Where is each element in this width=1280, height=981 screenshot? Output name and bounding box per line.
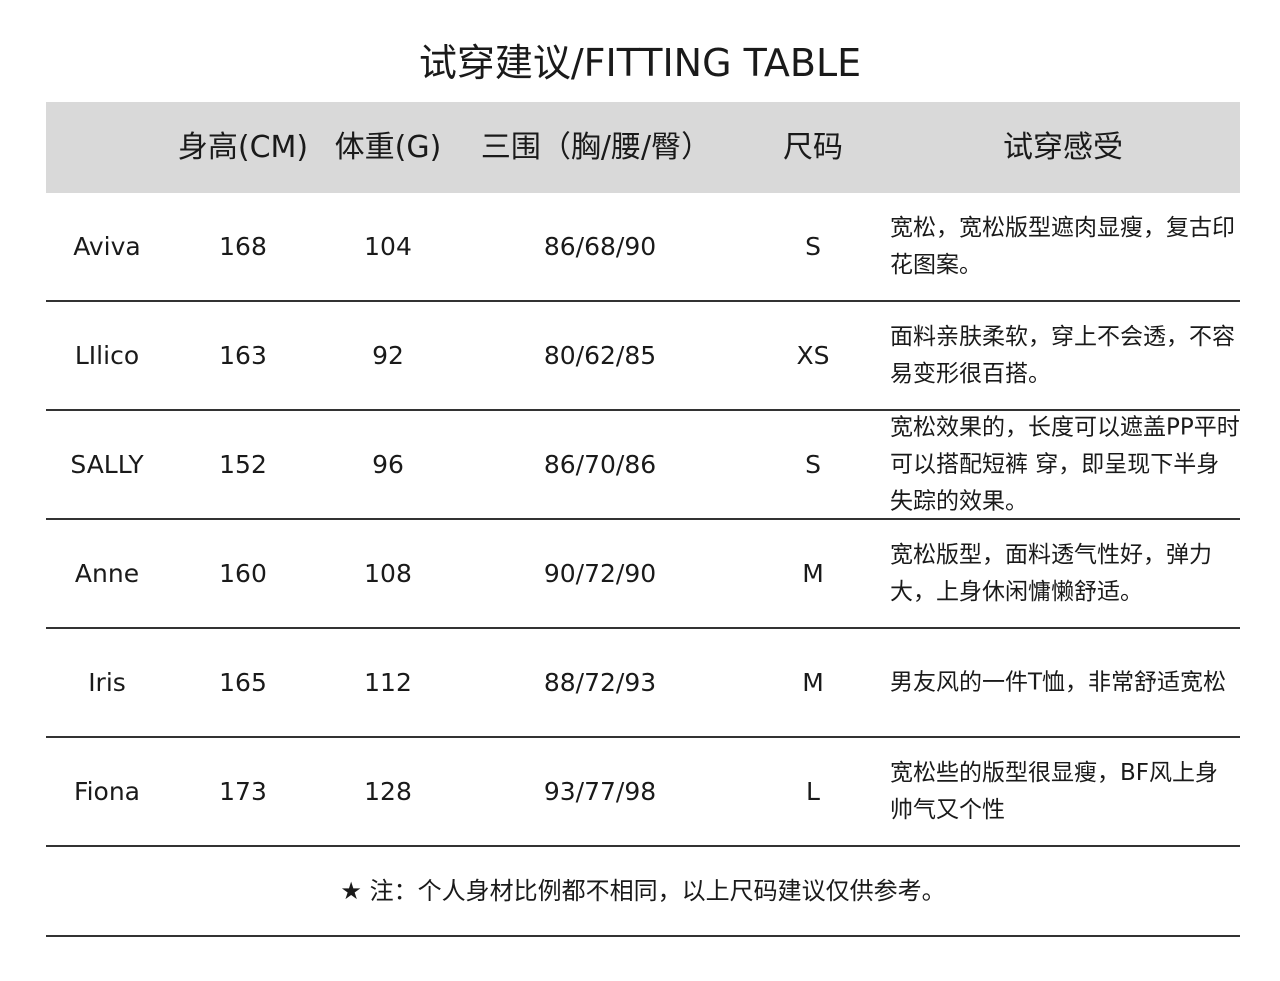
table-row: Anne 160 108 90/72/90 M 宽松版型，面料透气性好，弹力大，上身休闲慵…	[46, 520, 1240, 629]
fitting-table: 身高(CM) 体重(G) 三围（胸/腰/臀） 尺码 试穿感受 Aviva 168 1…	[46, 102, 1240, 937]
header-measurements: 三围（胸/腰/臀）	[480, 130, 712, 165]
header-weight: 体重(G)	[334, 130, 442, 165]
cell-measurements: 90/72/90	[543, 559, 657, 588]
table-header: 身高(CM) 体重(G) 三围（胸/腰/臀） 尺码 试穿感受	[46, 102, 1240, 193]
cell-weight: 108	[364, 559, 412, 588]
cell-weight: 128	[364, 777, 412, 806]
cell-name: LIlico	[74, 341, 140, 370]
cell-weight: 104	[364, 232, 412, 261]
cell-weight: 112	[364, 668, 412, 697]
cell-size: S	[805, 232, 821, 261]
cell-measurements: 93/77/98	[543, 777, 657, 806]
cell-measurements: 86/70/86	[543, 450, 657, 479]
cell-name: Fiona	[74, 777, 140, 806]
cell-feedback: 宽松效果的，长度可以遮盖PP平时可以搭配短裤 穿，即呈现下半身失踪的效果。	[890, 414, 1240, 514]
cell-size: XS	[796, 341, 830, 370]
cell-measurements: 86/68/90	[543, 232, 657, 261]
cell-height: 163	[219, 341, 267, 370]
cell-height: 152	[219, 450, 267, 479]
cell-height: 168	[219, 232, 267, 261]
table-row: Aviva 168 104 86/68/90 S 宽松，宽松版型遮肉显瘦，复古印花图案。	[46, 193, 1240, 302]
table-row: SALLY 152 96 86/70/86 S 宽松效果的，长度可以遮盖PP平时可以搭配短…	[46, 411, 1240, 520]
cell-weight: 92	[372, 341, 404, 370]
header-height: 身高(CM)	[177, 130, 309, 165]
cell-feedback: 宽松些的版型很显瘦，BF风上身帅气又个性	[890, 759, 1219, 823]
cell-height: 165	[219, 668, 267, 697]
cell-weight: 96	[372, 450, 404, 479]
cell-size: S	[805, 450, 821, 479]
cell-name: SALLY	[70, 450, 144, 479]
cell-feedback: 男友风的一件T恤，非常舒适宽松	[890, 669, 1227, 695]
table-row: LIlico 163 92 80/62/85 XS 面料亲肤柔软，穿上不会透，不容易变形很…	[46, 302, 1240, 411]
cell-size: M	[802, 668, 824, 697]
cell-height: 160	[219, 559, 267, 588]
table-row: Fiona 173 128 93/77/98 L 宽松些的版型很显瘦，BF风上身帅气又个性	[46, 738, 1240, 847]
footnote: ★ 注：个人身材比例都不相同，以上尺码建议仅供参考。	[46, 847, 1240, 937]
cell-measurements: 88/72/93	[543, 668, 657, 697]
cell-name: Iris	[88, 668, 126, 697]
header-feedback: 试穿感受	[1003, 130, 1123, 165]
cell-feedback: 宽松版型，面料透气性好，弹力大，上身休闲慵懒舒适。	[890, 541, 1212, 605]
cell-size: L	[806, 777, 820, 806]
cell-feedback: 面料亲肤柔软，穿上不会透，不容易变形很百搭。	[890, 323, 1235, 387]
cell-name: Aviva	[73, 232, 141, 261]
cell-height: 173	[219, 777, 267, 806]
cell-feedback: 宽松，宽松版型遮肉显瘦，复古印花图案。	[890, 214, 1235, 278]
cell-size: M	[802, 559, 824, 588]
cell-measurements: 80/62/85	[543, 341, 657, 370]
header-size: 尺码	[783, 130, 843, 165]
table-row: Iris 165 112 88/72/93 M 男友风的一件T恤，非常舒适宽松	[46, 629, 1240, 738]
cell-name: Anne	[74, 559, 140, 588]
page-title: 试穿建议/FITTING TABLE	[418, 41, 862, 85]
